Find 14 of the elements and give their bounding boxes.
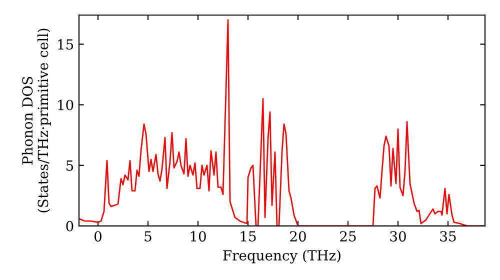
x-tick-label: 20 — [290, 231, 306, 242]
y-axis-title: Phonon DOS (States/THz·primitive cell) — [22, 28, 51, 212]
x-tick-label: 5 — [144, 231, 152, 242]
x-tick-label: 15 — [240, 231, 256, 242]
y-tick-label: 10 — [58, 100, 74, 110]
y-tick-label: 5 — [66, 160, 74, 171]
x-tick-label: 35 — [440, 231, 456, 242]
x-axis-title: Frequency (THz) — [223, 250, 340, 264]
x-tick-label: 30 — [390, 231, 406, 242]
y-tick-label: 15 — [58, 39, 74, 50]
x-tick-label: 25 — [340, 231, 356, 242]
x-tick-label: 0 — [94, 231, 102, 242]
y-tick-label: 0 — [66, 220, 74, 232]
x-tick-label: 10 — [190, 231, 206, 242]
